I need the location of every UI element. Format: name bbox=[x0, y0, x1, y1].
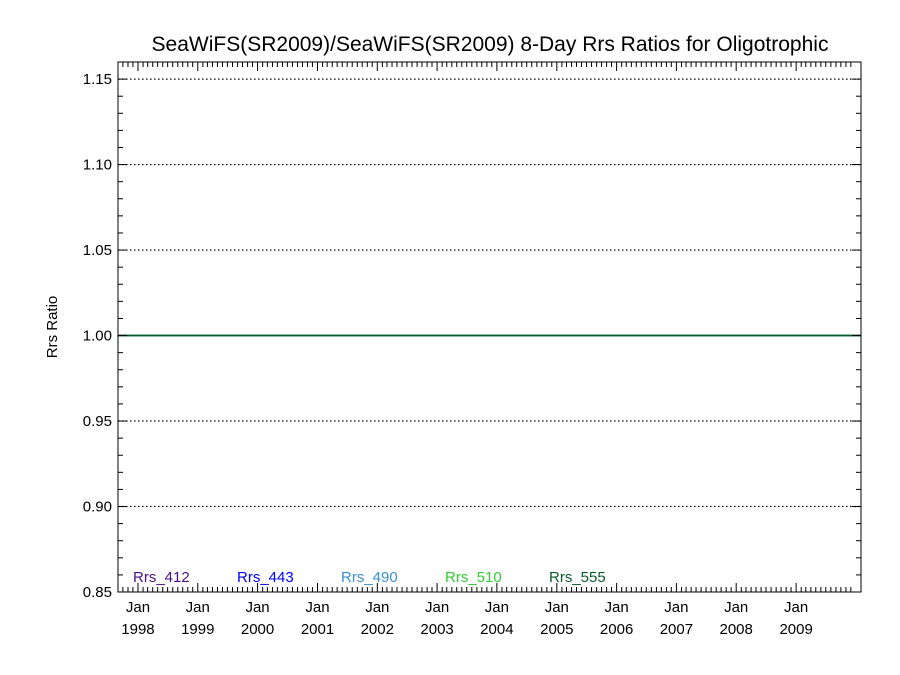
x-tick-label-month: Jan bbox=[664, 599, 688, 616]
legend-item-rrs-510: Rrs_510 bbox=[445, 569, 502, 586]
x-tick-label-month: Jan bbox=[485, 599, 509, 616]
grid bbox=[118, 78, 861, 508]
x-tick-label-year: 2005 bbox=[540, 621, 573, 638]
y-tick-label: 1.15 bbox=[83, 71, 112, 88]
x-tick-label-month: Jan bbox=[245, 599, 269, 616]
legend-item-rrs-412: Rrs_412 bbox=[133, 569, 190, 586]
legend-item-rrs-443: Rrs_443 bbox=[237, 569, 294, 586]
x-tick-label-year: 2007 bbox=[660, 621, 693, 638]
x-tick-label-year: 2008 bbox=[719, 621, 752, 638]
legend-item-rrs-490: Rrs_490 bbox=[341, 569, 398, 586]
x-tick-labels: Jan 1998 Jan 1999 Jan 2000 Jan 2001 Jan 2002 Jan 20… bbox=[121, 599, 813, 638]
y-tick-label: 1.10 bbox=[83, 157, 112, 174]
y-axis-label: Rrs Ratio bbox=[44, 296, 61, 359]
x-tick-label-month: Jan bbox=[425, 599, 449, 616]
y-tick-label: 1.00 bbox=[83, 328, 112, 345]
x-tick-label-month: Jan bbox=[724, 599, 748, 616]
y-tick-label: 0.85 bbox=[83, 584, 112, 601]
x-tick-label-month: Jan bbox=[784, 599, 808, 616]
axis-ticks bbox=[117, 61, 862, 593]
x-tick-label-month: Jan bbox=[605, 599, 629, 616]
y-tick-label: 0.90 bbox=[83, 499, 112, 516]
legend: Rrs_412 Rrs_443 Rrs_490 Rrs_510 Rrs_555 bbox=[133, 569, 606, 586]
x-tick-label-month: Jan bbox=[365, 599, 389, 616]
x-tick-label-year: 2004 bbox=[480, 621, 513, 638]
y-tick-label: 1.05 bbox=[83, 242, 112, 259]
x-tick-label-year: 2001 bbox=[301, 621, 334, 638]
x-tick-label-month: Jan bbox=[126, 599, 150, 616]
x-tick-label-month: Jan bbox=[186, 599, 210, 616]
legend-item-rrs-555: Rrs_555 bbox=[549, 569, 606, 586]
x-tick-label-year: 1999 bbox=[181, 621, 214, 638]
x-tick-label-year: 2000 bbox=[241, 621, 274, 638]
y-tick-label: 0.95 bbox=[83, 413, 112, 430]
x-tick-label-month: Jan bbox=[545, 599, 569, 616]
x-tick-label-year: 1998 bbox=[121, 621, 154, 638]
chart-title: SeaWiFS(SR2009)/SeaWiFS(SR2009) 8-Day Rr… bbox=[152, 33, 829, 56]
plot-frame bbox=[117, 61, 862, 593]
x-tick-label-year: 2003 bbox=[420, 621, 453, 638]
x-tick-label-month: Jan bbox=[305, 599, 329, 616]
y-tick-labels: 0.85 0.90 0.95 1.00 1.05 1.10 1.15 bbox=[83, 71, 112, 601]
x-tick-label-year: 2009 bbox=[779, 621, 812, 638]
x-tick-label-year: 2006 bbox=[600, 621, 633, 638]
x-tick-label-year: 2002 bbox=[361, 621, 394, 638]
